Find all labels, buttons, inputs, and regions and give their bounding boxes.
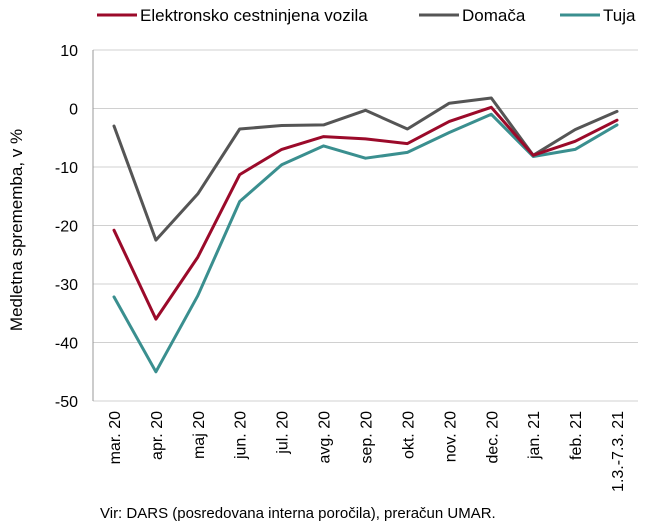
y-tick-label: -30 — [55, 277, 78, 294]
y-tick-label: -20 — [55, 219, 78, 236]
y-tick-label: 10 — [60, 43, 78, 60]
x-tick-label: sep. 20 — [359, 411, 376, 464]
line-chart: 10 0 -10 -20 -30 -40 -50 mar. 20 apr. 20 maj 20 j… — [7, 6, 638, 492]
series-line-0 — [112, 105, 619, 321]
y-tick-label: -40 — [55, 336, 78, 353]
x-tick-label: jul. 20 — [275, 411, 292, 455]
source-note: Vir: DARS (posredovana interna poročila)… — [100, 505, 496, 522]
series-lines — [112, 96, 619, 374]
x-tick-label: 1.3.-7.3. 21 — [610, 411, 627, 492]
x-axis-ticks: mar. 20 apr. 20 maj 20 jun. 20 jul. 20 avg. 2… — [107, 411, 627, 492]
y-axis-ticks: 10 0 -10 -20 -30 -40 -50 — [55, 43, 78, 411]
x-tick-label: mar. 20 — [107, 411, 124, 464]
x-tick-label: nov. 20 — [442, 411, 459, 462]
y-tick-label: -50 — [55, 394, 78, 411]
x-tick-label: jun. 20 — [233, 411, 250, 460]
legend: Elektronsko cestninjena vozila Domača Tuja — [97, 6, 636, 25]
x-tick-label: jan. 21 — [526, 411, 543, 460]
y-axis-label: Medletna sprememba, v % — [7, 129, 26, 331]
gridlines — [92, 49, 638, 402]
x-tick-label: avg. 20 — [317, 411, 334, 464]
y-tick-label: -10 — [55, 160, 78, 177]
y-tick-label: 0 — [69, 102, 78, 119]
legend-label: Tuja — [603, 6, 636, 25]
x-tick-label: feb. 21 — [568, 411, 585, 460]
x-tick-label: okt. 20 — [400, 411, 417, 459]
legend-label: Elektronsko cestninjena vozila — [140, 6, 368, 25]
x-tick-label: maj 20 — [191, 411, 208, 459]
x-tick-label: apr. 20 — [149, 411, 166, 460]
series-line-1 — [112, 96, 619, 242]
legend-label: Domača — [462, 6, 526, 25]
x-tick-label: dec. 20 — [484, 411, 501, 464]
